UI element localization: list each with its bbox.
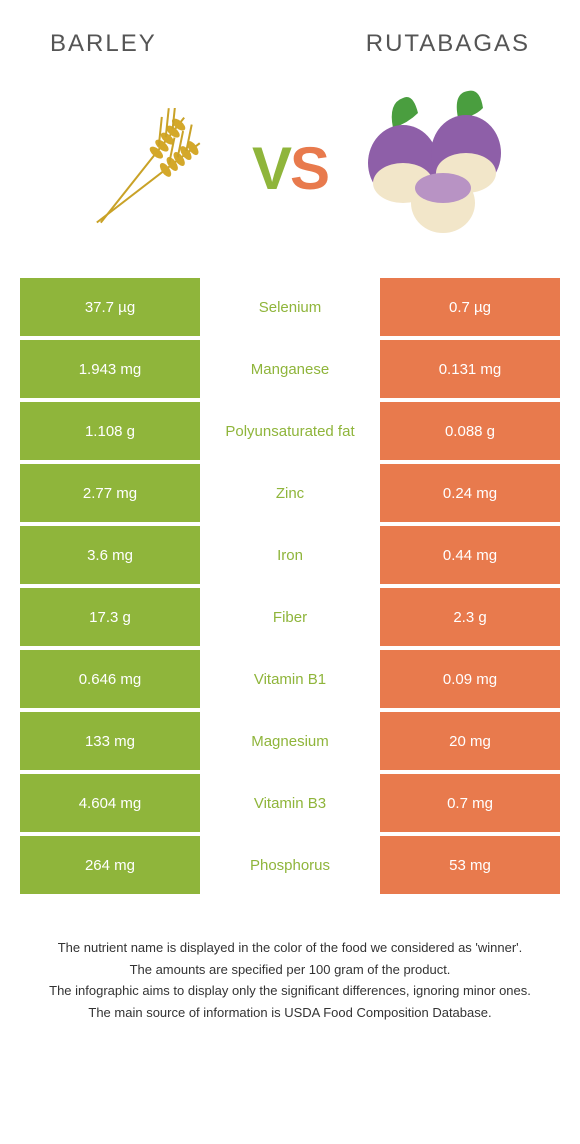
left-value-cell: 264 mg bbox=[20, 836, 200, 894]
left-value-cell: 133 mg bbox=[20, 712, 200, 770]
table-row: 264 mgPhosphorus53 mg bbox=[20, 836, 560, 894]
left-value-cell: 37.7 µg bbox=[20, 278, 200, 336]
right-value-cell: 53 mg bbox=[380, 836, 560, 894]
table-row: 2.77 mgZinc0.24 mg bbox=[20, 464, 560, 522]
footer-line: The amounts are specified per 100 gram o… bbox=[25, 960, 555, 980]
images-row: VS bbox=[0, 78, 580, 278]
vs-label: VS bbox=[252, 134, 328, 203]
right-value-cell: 0.131 mg bbox=[380, 340, 560, 398]
table-row: 3.6 mgIron0.44 mg bbox=[20, 526, 560, 584]
table-row: 133 mgMagnesium20 mg bbox=[20, 712, 560, 770]
nutrient-label: Selenium bbox=[200, 278, 380, 336]
comparison-table: 37.7 µgSelenium0.7 µg1.943 mgManganese0.… bbox=[0, 278, 580, 894]
table-row: 37.7 µgSelenium0.7 µg bbox=[20, 278, 560, 336]
left-value-cell: 17.3 g bbox=[20, 588, 200, 646]
left-food-title: Barley bbox=[50, 30, 157, 58]
left-value-cell: 1.108 g bbox=[20, 402, 200, 460]
nutrient-label: Iron bbox=[200, 526, 380, 584]
rutabaga-image bbox=[348, 83, 518, 253]
nutrient-label: Magnesium bbox=[200, 712, 380, 770]
left-value-cell: 0.646 mg bbox=[20, 650, 200, 708]
footer-line: The infographic aims to display only the… bbox=[25, 981, 555, 1001]
right-value-cell: 0.09 mg bbox=[380, 650, 560, 708]
right-value-cell: 0.7 mg bbox=[380, 774, 560, 832]
table-row: 1.108 gPolyunsaturated fat0.088 g bbox=[20, 402, 560, 460]
vs-s-letter: S bbox=[290, 135, 328, 202]
footer-notes: The nutrient name is displayed in the co… bbox=[0, 898, 580, 1044]
vs-v-letter: V bbox=[252, 135, 290, 202]
footer-line: The main source of information is USDA F… bbox=[25, 1003, 555, 1023]
right-value-cell: 20 mg bbox=[380, 712, 560, 770]
table-row: 4.604 mgVitamin B30.7 mg bbox=[20, 774, 560, 832]
right-value-cell: 0.24 mg bbox=[380, 464, 560, 522]
right-value-cell: 0.44 mg bbox=[380, 526, 560, 584]
barley-image bbox=[62, 83, 232, 253]
right-value-cell: 0.088 g bbox=[380, 402, 560, 460]
nutrient-label: Vitamin B1 bbox=[200, 650, 380, 708]
nutrient-label: Vitamin B3 bbox=[200, 774, 380, 832]
table-row: 17.3 gFiber2.3 g bbox=[20, 588, 560, 646]
table-row: 1.943 mgManganese0.131 mg bbox=[20, 340, 560, 398]
right-food-title: Rutabagas bbox=[366, 30, 530, 58]
nutrient-label: Manganese bbox=[200, 340, 380, 398]
nutrient-label: Polyunsaturated fat bbox=[200, 402, 380, 460]
header: Barley Rutabagas bbox=[0, 0, 580, 78]
right-value-cell: 2.3 g bbox=[380, 588, 560, 646]
nutrient-label: Fiber bbox=[200, 588, 380, 646]
left-value-cell: 3.6 mg bbox=[20, 526, 200, 584]
table-row: 0.646 mgVitamin B10.09 mg bbox=[20, 650, 560, 708]
left-value-cell: 1.943 mg bbox=[20, 340, 200, 398]
right-value-cell: 0.7 µg bbox=[380, 278, 560, 336]
left-value-cell: 2.77 mg bbox=[20, 464, 200, 522]
footer-line: The nutrient name is displayed in the co… bbox=[25, 938, 555, 958]
nutrient-label: Phosphorus bbox=[200, 836, 380, 894]
left-value-cell: 4.604 mg bbox=[20, 774, 200, 832]
nutrient-label: Zinc bbox=[200, 464, 380, 522]
